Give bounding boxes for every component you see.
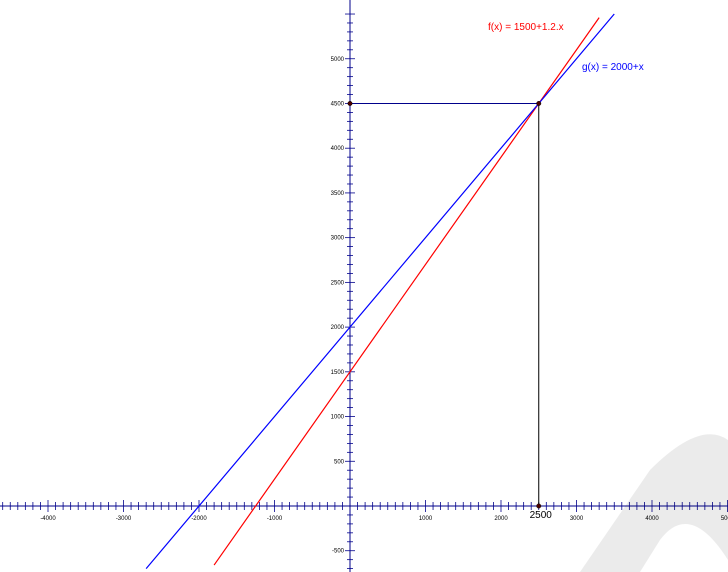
x-tick-label: 1000 (419, 516, 433, 522)
y-tick-label: 3500 (331, 191, 345, 197)
y-tick-label: 4500 (331, 101, 345, 107)
x-tick-label: -3000 (116, 516, 132, 522)
function-lines (145, 13, 615, 570)
y-tick-label: 500 (334, 459, 345, 465)
series-g-line (145, 13, 615, 570)
y-tick-label: 1000 (331, 415, 345, 421)
x-tick-label: 3000 (570, 516, 584, 522)
y-tick-label: 2000 (331, 325, 345, 331)
y-tick-label: 4000 (331, 146, 345, 152)
intersection-point (536, 101, 542, 106)
x-projection-point (536, 503, 542, 509)
x-tick-label: 2000 (494, 516, 508, 522)
x-tick-label: -4000 (40, 516, 56, 522)
y-tick-label: -500 (332, 549, 345, 555)
axis-ticks (2, 13, 728, 570)
series-g-label: g(x) = 2000+x (582, 62, 644, 73)
y-tick-label: 3000 (331, 236, 345, 242)
y-tick-label: 5000 (331, 57, 345, 63)
y-projection-point (347, 101, 353, 106)
x-tick-label: -1000 (267, 516, 283, 522)
intersection-points (347, 101, 542, 509)
axis-tick-labels: -4000 -3000 -2000 -1000 1000 2000 3000 4000 5000… (40, 57, 728, 555)
x-tick-label: 5000 (721, 516, 728, 522)
intersection-x-label: 2500 (530, 510, 553, 521)
function-labels: 2500 f(x) = 1500+1.2.x g(x) = 2000+x (488, 22, 644, 521)
series-f-label: f(x) = 1500+1.2.x (488, 22, 564, 33)
x-tick-label: 4000 (645, 516, 659, 522)
x-tick-label: -2000 (191, 516, 207, 522)
y-tick-label: 1500 (331, 370, 345, 376)
intersection-guides (350, 102, 540, 506)
y-tick-label: 2500 (331, 280, 345, 286)
